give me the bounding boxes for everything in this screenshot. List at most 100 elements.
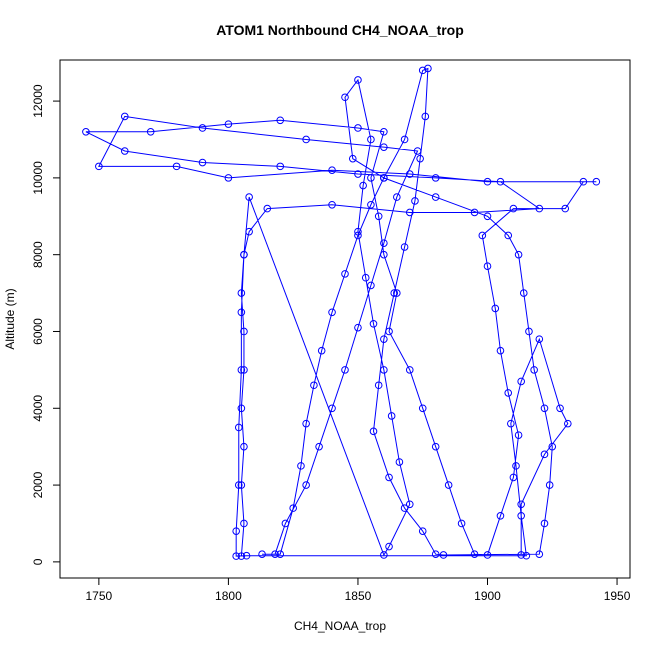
- x-tick-label: 1850: [345, 589, 372, 603]
- data-point: [328, 166, 336, 175]
- y-tick-label: 10000: [31, 161, 45, 195]
- data-point: [348, 154, 357, 163]
- data-point: [302, 419, 310, 428]
- chart-title: ATOM1 Northbound CH4_NOAA_trop: [216, 22, 464, 38]
- data-point: [390, 289, 399, 297]
- data-point: [328, 308, 336, 317]
- data-point: [240, 327, 248, 336]
- data-point: [380, 250, 388, 259]
- data-point: [509, 473, 518, 482]
- data-point: [535, 550, 544, 558]
- y-axis-label: Altitude (m): [3, 288, 17, 349]
- data-point: [276, 162, 285, 171]
- data-point: [491, 304, 500, 313]
- data-point: [232, 527, 240, 535]
- data-point: [519, 289, 528, 297]
- data-point: [418, 404, 427, 413]
- data-point: [393, 193, 401, 201]
- data-point: [146, 128, 155, 136]
- data-point: [380, 335, 388, 343]
- data-point: [517, 551, 525, 559]
- data-point: [120, 147, 129, 155]
- data-point: [82, 128, 90, 136]
- data-point: [540, 450, 549, 459]
- data-point: [504, 389, 513, 397]
- data-point: [237, 552, 246, 560]
- data-point: [418, 66, 427, 75]
- data-point: [297, 462, 305, 470]
- data-point: [457, 519, 466, 528]
- data-point: [281, 519, 290, 528]
- data-point: [354, 76, 362, 84]
- data-point: [496, 177, 505, 186]
- x-tick-label: 1750: [86, 589, 113, 603]
- data-point: [564, 419, 572, 428]
- y-tick-label: 0: [31, 558, 45, 565]
- data-point: [198, 124, 207, 132]
- data-point: [431, 442, 440, 451]
- data-point: [224, 174, 233, 182]
- data-point: [483, 212, 492, 221]
- data-point: [514, 431, 523, 439]
- data-point: [263, 204, 272, 213]
- data-point: [289, 504, 297, 512]
- data-point: [302, 135, 310, 144]
- data-point: [380, 366, 388, 374]
- data-point: [240, 442, 248, 451]
- data-point: [405, 366, 414, 374]
- data-point: [374, 212, 383, 221]
- data-point: [354, 124, 362, 132]
- y-tick-label: 4000: [31, 395, 45, 422]
- data-point: [385, 473, 393, 482]
- data-point: [367, 200, 375, 209]
- data-point: [354, 231, 362, 240]
- x-axis-label: CH4_NOAA_trop: [294, 619, 386, 633]
- data-point: [234, 481, 243, 489]
- x-tick-label: 1950: [604, 589, 631, 603]
- data-point: [354, 170, 362, 178]
- data-point: [367, 281, 375, 290]
- data-point: [354, 323, 362, 332]
- data-point: [556, 404, 564, 413]
- data-point: [418, 527, 427, 535]
- data-point: [317, 346, 326, 355]
- data-point: [509, 204, 518, 213]
- data-point: [237, 404, 246, 413]
- data-point: [400, 243, 409, 251]
- data-point: [517, 511, 525, 520]
- data-point: [470, 208, 479, 217]
- data-point: [380, 239, 388, 247]
- data-point: [374, 381, 383, 390]
- y-tick-label: 6000: [31, 318, 45, 345]
- data-point: [276, 116, 285, 125]
- data-point: [369, 427, 378, 436]
- data-point: [120, 112, 129, 121]
- data-point: [507, 419, 515, 428]
- data-point: [310, 381, 318, 390]
- data-point: [405, 170, 414, 178]
- data-point: [504, 231, 513, 240]
- data-point: [413, 147, 422, 155]
- data-point: [276, 550, 285, 558]
- data-point: [354, 227, 362, 236]
- y-tick-label: 8000: [31, 241, 45, 268]
- data-point: [530, 366, 538, 374]
- data-point: [172, 162, 181, 171]
- data-point: [496, 346, 505, 355]
- data-point: [380, 143, 388, 151]
- data-point: [242, 551, 251, 560]
- data-point: [237, 366, 246, 374]
- data-point: [579, 177, 588, 186]
- data-point: [341, 270, 349, 278]
- data-point: [421, 112, 430, 121]
- data-point: [395, 458, 404, 466]
- data-point: [444, 481, 453, 489]
- data-point: [198, 158, 207, 167]
- data-point: [367, 135, 375, 144]
- data-point: [400, 135, 409, 144]
- x-tick-label: 1900: [474, 589, 501, 603]
- data-point: [431, 550, 440, 558]
- data-point: [535, 204, 544, 213]
